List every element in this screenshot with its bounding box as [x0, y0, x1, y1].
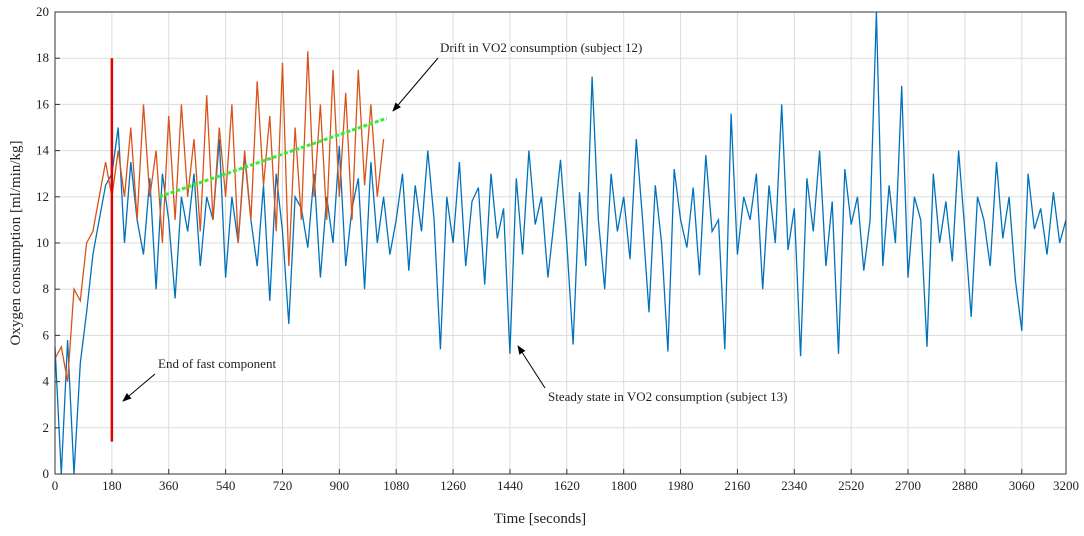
- annotation-arrow: [392, 57, 439, 112]
- y-tick-label: 18: [36, 50, 49, 65]
- annotation: Drift in VO2 consumption (subject 12): [440, 40, 642, 55]
- x-tick-label: 1440: [497, 478, 523, 493]
- y-tick-label: 2: [43, 420, 50, 435]
- y-tick-label: 8: [43, 281, 50, 296]
- y-tick-label: 10: [36, 235, 49, 250]
- x-tick-label: 2340: [781, 478, 807, 493]
- y-tick-label: 16: [36, 96, 50, 111]
- x-tick-label: 2520: [838, 478, 864, 493]
- x-tick-label: 1980: [668, 478, 694, 493]
- y-tick-label: 6: [43, 327, 50, 342]
- x-tick-label: 1800: [611, 478, 637, 493]
- x-axis-label: Time [seconds]: [494, 511, 586, 527]
- x-tick-label: 1620: [554, 478, 580, 493]
- y-axis-label: Oxygen consumption [ml/min/kg]: [8, 141, 24, 346]
- x-tick-label: 0: [52, 478, 59, 493]
- annotation-arrow: [517, 345, 546, 389]
- x-tick-label: 180: [102, 478, 122, 493]
- plot-frame: [54, 11, 1067, 475]
- x-tick-label: 720: [273, 478, 293, 493]
- x-tick-label: 3060: [1009, 478, 1035, 493]
- y-tick-label: 20: [36, 4, 49, 19]
- trend-line: [158, 116, 388, 199]
- x-tick-label: 900: [330, 478, 350, 493]
- y-tick-label: 12: [36, 189, 49, 204]
- y-tick-label: 14: [36, 143, 50, 158]
- x-tick-label: 1080: [383, 478, 409, 493]
- x-tick-label: 2160: [724, 478, 750, 493]
- annotation: Steady state in VO2 consumption (subject…: [548, 389, 788, 404]
- data-line: [54, 51, 385, 382]
- x-tick-label: 540: [216, 478, 236, 493]
- annotation-arrow: [122, 373, 156, 402]
- x-tick-label: 3200: [1053, 478, 1079, 493]
- x-tick-label: 1260: [440, 478, 466, 493]
- annotation: End of fast component: [158, 356, 276, 371]
- x-tick-label: 360: [159, 478, 179, 493]
- x-tick-label: 2700: [895, 478, 921, 493]
- y-tick-label: 0: [43, 466, 50, 481]
- data-line: [54, 11, 1067, 475]
- y-tick-label: 4: [43, 374, 50, 389]
- x-tick-label: 2880: [952, 478, 978, 493]
